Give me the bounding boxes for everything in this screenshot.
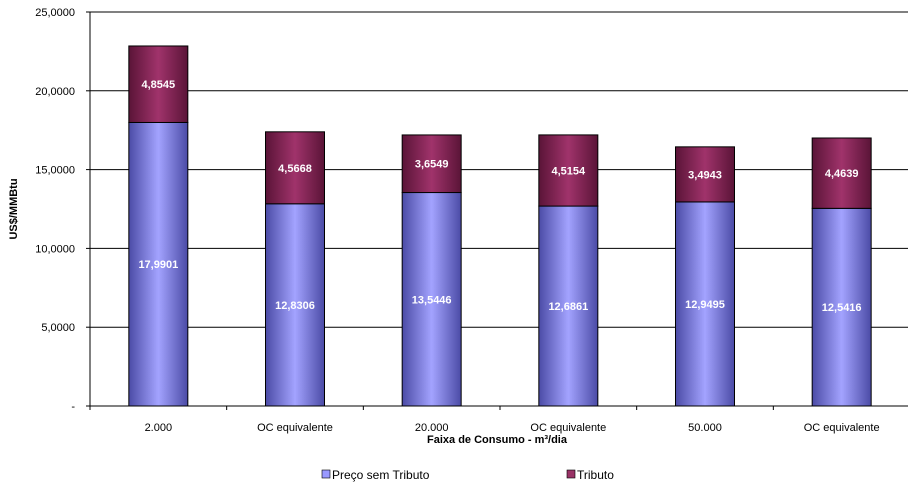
- bar-segment-preco: [675, 201, 735, 407]
- y-tick-label: 20,0000: [35, 86, 75, 98]
- bar-segment-tributo: [811, 137, 872, 209]
- legend-label-tributo: Tributo: [577, 468, 614, 482]
- axes: [86, 11, 908, 410]
- bar-label-tributo: 4,4639: [825, 168, 859, 180]
- bar-segment-tributo: [675, 146, 735, 203]
- bar-segment-tributo: [265, 131, 325, 205]
- bar-segment-preco: [811, 207, 872, 407]
- bar-label-preco: 12,5416: [822, 302, 862, 314]
- legend-label-preco: Preço sem Tributo: [332, 468, 430, 482]
- y-axis-title: US$/MMBtu: [8, 178, 20, 239]
- bar-segment-preco: [401, 192, 462, 407]
- x-tick-label: 20.000: [415, 422, 449, 434]
- x-tick-label: 50.000: [688, 422, 722, 434]
- bar-segment-preco: [538, 205, 599, 407]
- bar-segment-preco: [265, 203, 325, 407]
- tick-labels: - 5,0000 10,0000 15,0000 20,0000 25,0000 2.000…: [35, 7, 879, 434]
- x-tick-label: 2.000: [145, 422, 173, 434]
- x-axis-title: Faixa de Consumo - m³/dia: [427, 434, 568, 446]
- y-tick-label: 5,0000: [41, 322, 75, 334]
- bar-label-preco: 17,9901: [138, 259, 178, 271]
- bar-label-tributo: 3,4943: [688, 169, 722, 181]
- bar-segment-tributo: [401, 134, 462, 194]
- y-tick-label: 15,0000: [35, 165, 75, 177]
- legend-swatch-tributo: [566, 469, 576, 479]
- y-tick-label: 10,0000: [35, 243, 75, 255]
- bar-segment-tributo: [538, 134, 599, 207]
- y-tick-label: -: [71, 401, 75, 413]
- bar-label-preco: 12,9495: [685, 299, 725, 311]
- bar-label-tributo: 4,5668: [278, 163, 312, 175]
- x-tick-label: OC equivalente: [530, 422, 606, 434]
- bar-label-preco: 12,6861: [548, 301, 588, 313]
- bar-label-preco: 12,8306: [275, 300, 315, 312]
- gridlines: [90, 11, 908, 328]
- y-tick-label: 25,0000: [35, 7, 75, 19]
- x-tick-label: OC equivalente: [257, 422, 333, 434]
- bar-label-preco: 13,5446: [412, 294, 452, 306]
- bar-label-tributo: 4,5154: [552, 165, 587, 177]
- x-tick-label: OC equivalente: [804, 422, 880, 434]
- legend-swatch-preco: [321, 469, 331, 479]
- bar-label-tributo: 3,6549: [415, 159, 449, 171]
- bar-segment-tributo: [128, 45, 189, 123]
- legend: Preço sem Tributo Tributo: [321, 468, 614, 482]
- bars: 17,9901 4,8545 12,8306 4,5668 13,5446 3,6549 1…: [128, 45, 872, 407]
- bar-label-tributo: 4,8545: [142, 79, 176, 91]
